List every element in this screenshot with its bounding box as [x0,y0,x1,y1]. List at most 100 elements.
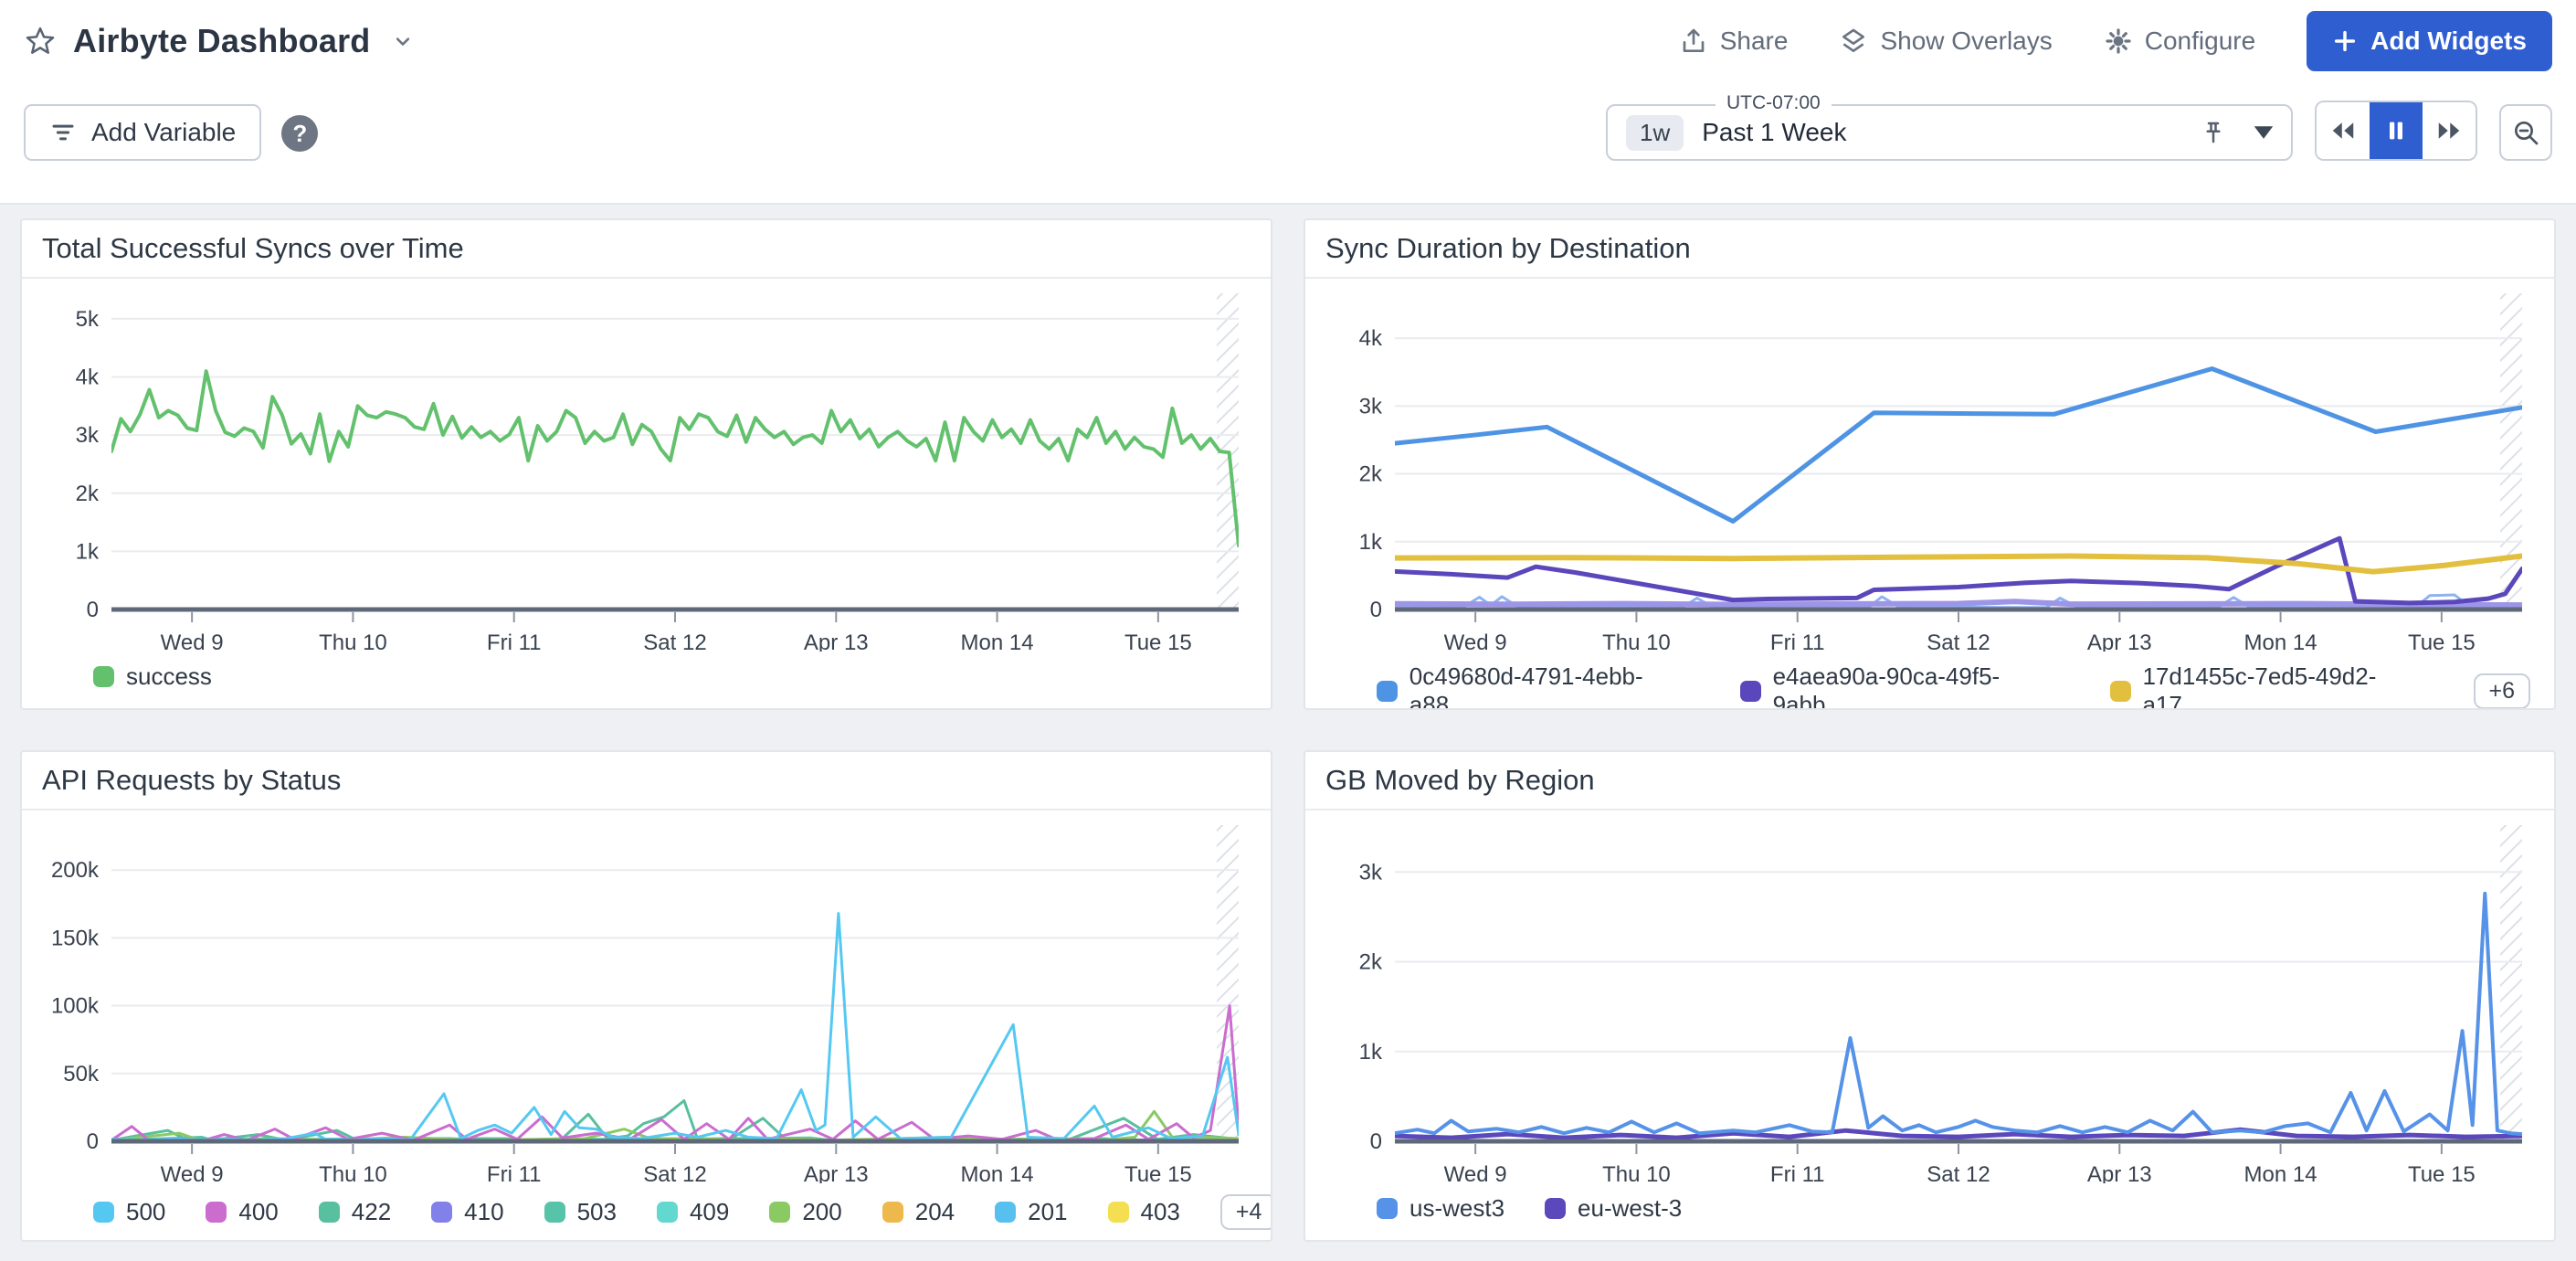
legend-label: 422 [351,1198,392,1225]
legend-label: 410 [464,1198,504,1225]
x-axis-tick-label: Thu 10 [1602,630,1671,652]
legend-swatch [93,1202,114,1223]
legend-label: 204 [914,1198,955,1225]
favorite-star-icon[interactable] [24,25,57,58]
gb-moved-chart[interactable]: 3k 2k 1k 0 Wed 9 Thu 10 Fri 11 Sat 12 Apr 13 Mon … [1324,812,2544,1183]
api-requests-chart[interactable]: 200k 150k 100k 50k 0 Wed 9 Thu 10 Fri 11 Sat 12 A… [40,812,1261,1183]
legend-overflow-chip[interactable]: +4 [1219,1194,1271,1230]
help-icon[interactable]: ? [281,115,319,152]
widget-grid: Total Successful Syncs over Time 5k 4k 3k 2… [0,205,2576,1242]
series-line-unnamed[interactable] [1395,599,2522,609]
x-axis-tick-label: Apr 13 [2087,1162,2152,1183]
widget-gb-moved-by-region: GB Moved by Region 3k 2k 1k 0 Wed 9 Thu 10 Fri… [1304,750,2556,1242]
legend-swatch [882,1202,903,1223]
legend-swatch [431,1202,453,1223]
legend-item[interactable]: eu-west-3 [1545,1194,1682,1223]
legend-label: e4aea90a-90ca-49f5-9abb... [1772,662,2001,710]
future-region-hatch [2500,825,2522,1139]
y-axis-tick-label: 3k [1359,860,1383,885]
show-overlays-button[interactable]: Show Overlays [1839,26,2053,56]
widget-api-requests-by-status: API Requests by Status 200k 150k 100k 50k 0 W… [20,750,1272,1242]
x-axis-tick-label: Fri 11 [1770,630,1825,652]
show-overlays-label: Show Overlays [1880,26,2053,55]
widget-title: GB Moved by Region [1325,764,1595,796]
legend-item[interactable]: 500 [93,1198,165,1226]
legend-swatch [1739,680,1761,702]
legend-item[interactable]: success [93,662,212,691]
x-axis-tick-label: Mon 14 [961,630,1034,652]
sync-duration-chart[interactable]: 4k 3k 2k 1k 0 Wed 9 Thu 10 Fri 11 Sat 12 Apr 13 Mo… [1324,281,2544,652]
configure-button[interactable]: Configure [2104,26,2255,56]
x-axis-tick-label: Sat 12 [1927,630,1990,652]
timezone-label: UTC-07:00 [1716,92,1832,114]
legend-item[interactable]: us-west3 [1377,1194,1504,1223]
gear-icon [2106,28,2131,54]
x-axis-tick-label: Mon 14 [2244,630,2317,652]
legend-item[interactable]: 204 [882,1198,955,1226]
rewind-icon [2332,122,2354,139]
total-successful-syncs-legend: success [40,652,1252,691]
legend-swatch [544,1202,565,1223]
legend-swatch [769,1202,791,1223]
legend-item[interactable]: 503 [544,1198,617,1226]
x-axis-tick-label: Wed 9 [161,630,224,652]
x-axis-tick-label: Fri 11 [487,1162,542,1183]
x-axis-tick-label: Apr 13 [804,630,869,652]
x-axis-tick-label: Thu 10 [319,1162,387,1183]
pause-button[interactable] [2370,102,2423,159]
legend-swatch [318,1202,340,1223]
legend-label: 409 [689,1198,730,1225]
x-axis-tick-label: Sat 12 [643,1162,706,1183]
series-line-success[interactable] [111,369,1239,547]
title-chevron-down-icon[interactable] [390,28,416,54]
series-line-us-west3[interactable] [1395,891,2522,1137]
share-icon [1683,28,1705,52]
legend-swatch [1107,1202,1129,1223]
y-axis-tick-label: 4k [1359,326,1383,351]
share-label: Share [1719,26,1789,55]
legend-overflow-chip[interactable]: +6 [2473,673,2531,708]
series-line-500[interactable] [111,912,1239,1141]
y-axis-tick-label: 1k [76,539,100,564]
add-variable-label: Add Variable [91,118,237,146]
legend-item[interactable]: 422 [318,1198,392,1226]
overlays-icon [1842,28,1865,52]
series-line-0c49680d-4791-4ebb-a88...[interactable] [1395,366,2522,524]
fast-forward-button[interactable] [2423,102,2476,159]
legend-swatch [1377,680,1398,702]
y-axis-tick-label: 200k [51,858,100,883]
legend-swatch [1377,1198,1398,1219]
widget-sync-duration-by-destination: Sync Duration by Destination 4k 3k 2k 1k 0 We… [1304,218,2556,710]
legend-item[interactable]: 0c49680d-4791-4ebb-a88... [1377,662,1700,708]
header-actions: Share Show Overlays Configure [1679,11,2552,71]
legend-item[interactable]: 17d1455c-7ed5-49d2-a17... [2109,662,2433,708]
legend-item[interactable]: 201 [995,1198,1068,1226]
pin-icon[interactable] [2200,119,2227,146]
legend-item[interactable]: 400 [206,1198,279,1226]
share-button[interactable]: Share [1679,26,1789,56]
add-widgets-button[interactable]: Add Widgets [2307,11,2552,71]
top-bar: Airbyte Dashboard Share Show Overlays [0,0,2576,205]
title-row: Airbyte Dashboard Share Show Overlays [24,11,2552,71]
series-line-e4aea90a-90ca-49f5-9abb...[interactable] [1395,535,2522,606]
legend-item[interactable]: 200 [769,1198,842,1226]
x-axis-tick-label: Tue 15 [1124,630,1192,652]
legend-item[interactable]: 409 [656,1198,730,1226]
legend-item[interactable]: 403 [1107,1198,1180,1226]
rewind-button[interactable] [2317,102,2370,159]
x-axis-tick-label: Wed 9 [1444,630,1507,652]
legend-item[interactable]: e4aea90a-90ca-49f5-9abb... [1739,662,2070,710]
zoom-out-button[interactable] [2499,104,2552,161]
total-successful-syncs-chart[interactable]: 5k 4k 3k 2k 1k 0 Wed 9 Thu 10 Fri 11 Sat 12 Apr 13… [40,281,1261,652]
time-range-selector[interactable]: UTC-07:00 1w Past 1 Week [1606,92,2293,161]
series-line-eu-west-3[interactable] [1395,1127,2522,1140]
y-axis-tick-label: 2k [1359,462,1383,487]
add-variable-button[interactable]: Add Variable [24,104,262,161]
y-axis-tick-label: 100k [51,994,100,1019]
series-line-200[interactable] [111,1109,1239,1142]
series-line-17d1455c-7ed5-49d2-a17...[interactable] [1395,553,2522,575]
caret-down-icon[interactable] [2254,123,2273,142]
x-axis-tick-label: Tue 15 [1124,1162,1192,1183]
range-shortcut-chip[interactable]: 1w [1626,114,1684,151]
legend-item[interactable]: 410 [431,1198,504,1226]
